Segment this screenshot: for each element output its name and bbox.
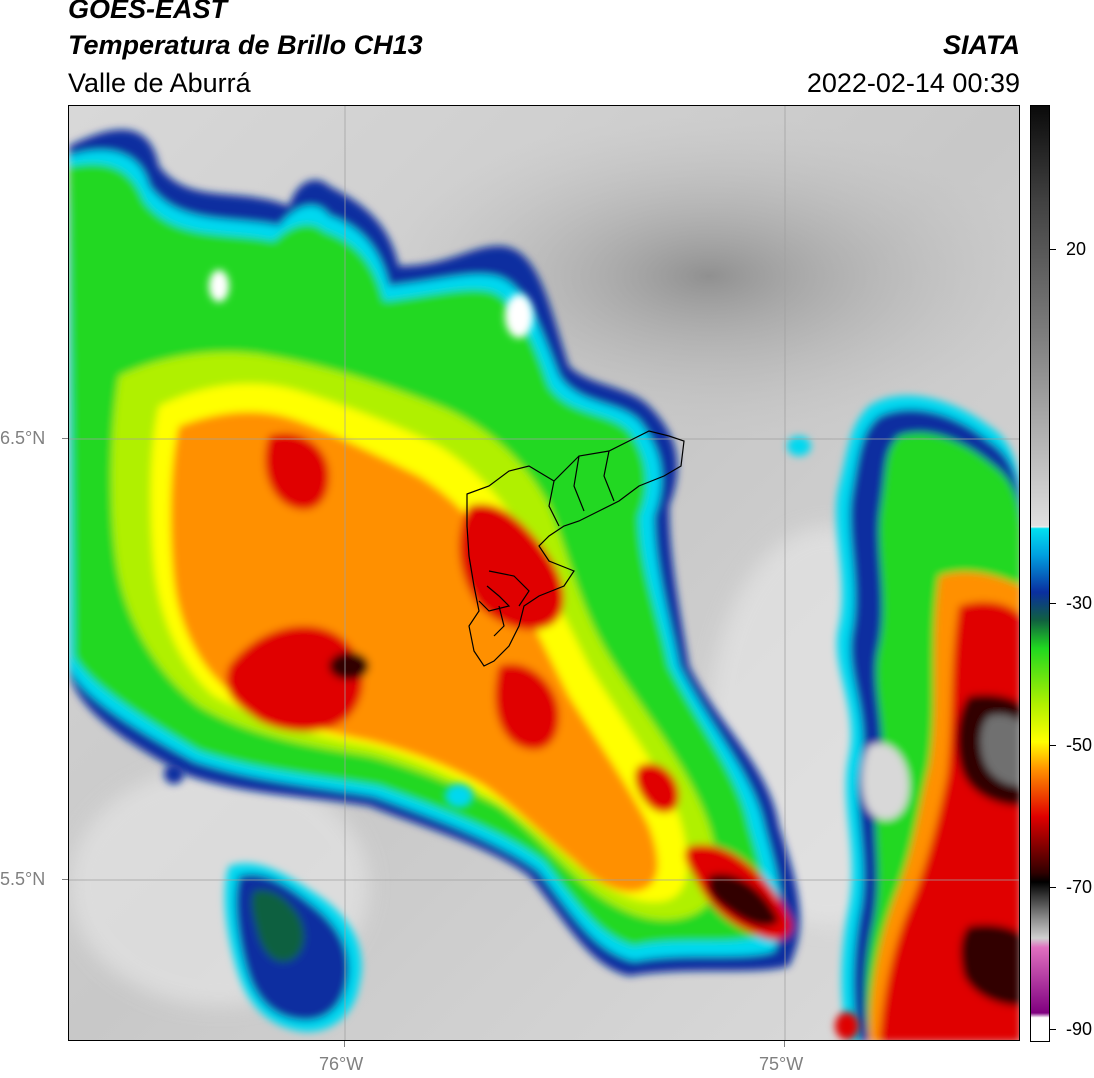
gridlines (69, 106, 1019, 1040)
lon-tick-76 (344, 1041, 345, 1047)
valle-de-aburra-boundary (466, 430, 685, 667)
colorbar-tick-m90 (1050, 1029, 1056, 1030)
datetime-label: 2022-02-14 00:39 (806, 68, 1020, 98)
colorbar-gradient (1031, 106, 1049, 1041)
colorbar-label-20: 20 (1066, 239, 1087, 259)
colorbar-label-m50: -50 (1066, 735, 1093, 755)
brightness-temperature-field (69, 106, 1019, 1040)
lat-tick-5-5 (62, 879, 68, 880)
lat-label-5-5: 5.5°N (0, 869, 46, 889)
lon-label-75: 75°W (759, 1054, 804, 1074)
colorbar-tick-20 (1050, 249, 1056, 250)
lon-label-76: 76°W (319, 1054, 364, 1074)
isolated-cells (164, 270, 859, 1040)
southwest-cloud (224, 863, 362, 1032)
product-title: Temperatura de Brillo CH13 (68, 30, 423, 60)
lat-tick-6-5 (62, 438, 68, 439)
satellite-title: GOES-EAST (68, 0, 228, 24)
organization-label: SIATA (943, 30, 1020, 60)
region-label: Valle de Aburrá (68, 68, 251, 98)
eastern-convective-cloud (836, 395, 1019, 1040)
colorbar-label-m90: -90 (1066, 1019, 1093, 1039)
colorbar-tick-m30 (1050, 603, 1056, 604)
satellite-map[interactable] (68, 105, 1020, 1041)
main-convective-cloud (69, 129, 800, 976)
lat-label-6-5: 6.5°N (0, 428, 46, 448)
lon-tick-75 (784, 1041, 785, 1047)
temperature-colorbar (1030, 105, 1050, 1042)
colorbar-tick-m50 (1050, 745, 1056, 746)
colorbar-label-m70: -70 (1066, 877, 1093, 897)
colorbar-tick-m70 (1050, 887, 1056, 888)
colorbar-label-m30: -30 (1066, 593, 1093, 613)
